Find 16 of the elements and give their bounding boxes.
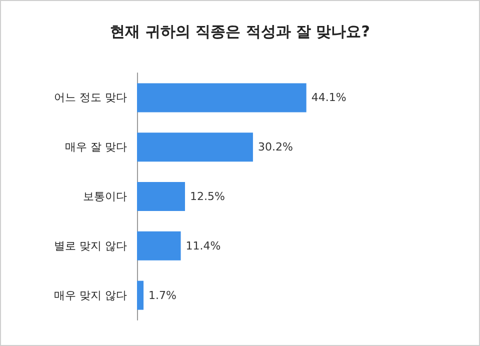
bar [137, 231, 181, 260]
bar [137, 280, 144, 310]
bar [137, 132, 253, 162]
y-tick-label: 매우 맞지 않다 [54, 288, 127, 302]
data-label: 1.7% [148, 288, 176, 302]
y-tick-label: 매우 잘 맞다 [65, 140, 127, 154]
data-label: 11.4% [186, 239, 221, 252]
bar [137, 83, 306, 112]
data-label: 30.2% [258, 140, 293, 154]
data-label: 12.5% [190, 190, 225, 203]
y-tick-label: 보통이다 [83, 190, 127, 203]
chart-title: 현재 귀하의 직종은 적성과 잘 맞나요? [110, 22, 370, 40]
y-tick-label: 어느 정도 맞다 [54, 91, 127, 104]
bar [137, 182, 185, 211]
data-label: 44.1% [311, 91, 346, 104]
y-tick-label: 별로 맞지 않다 [54, 239, 127, 252]
